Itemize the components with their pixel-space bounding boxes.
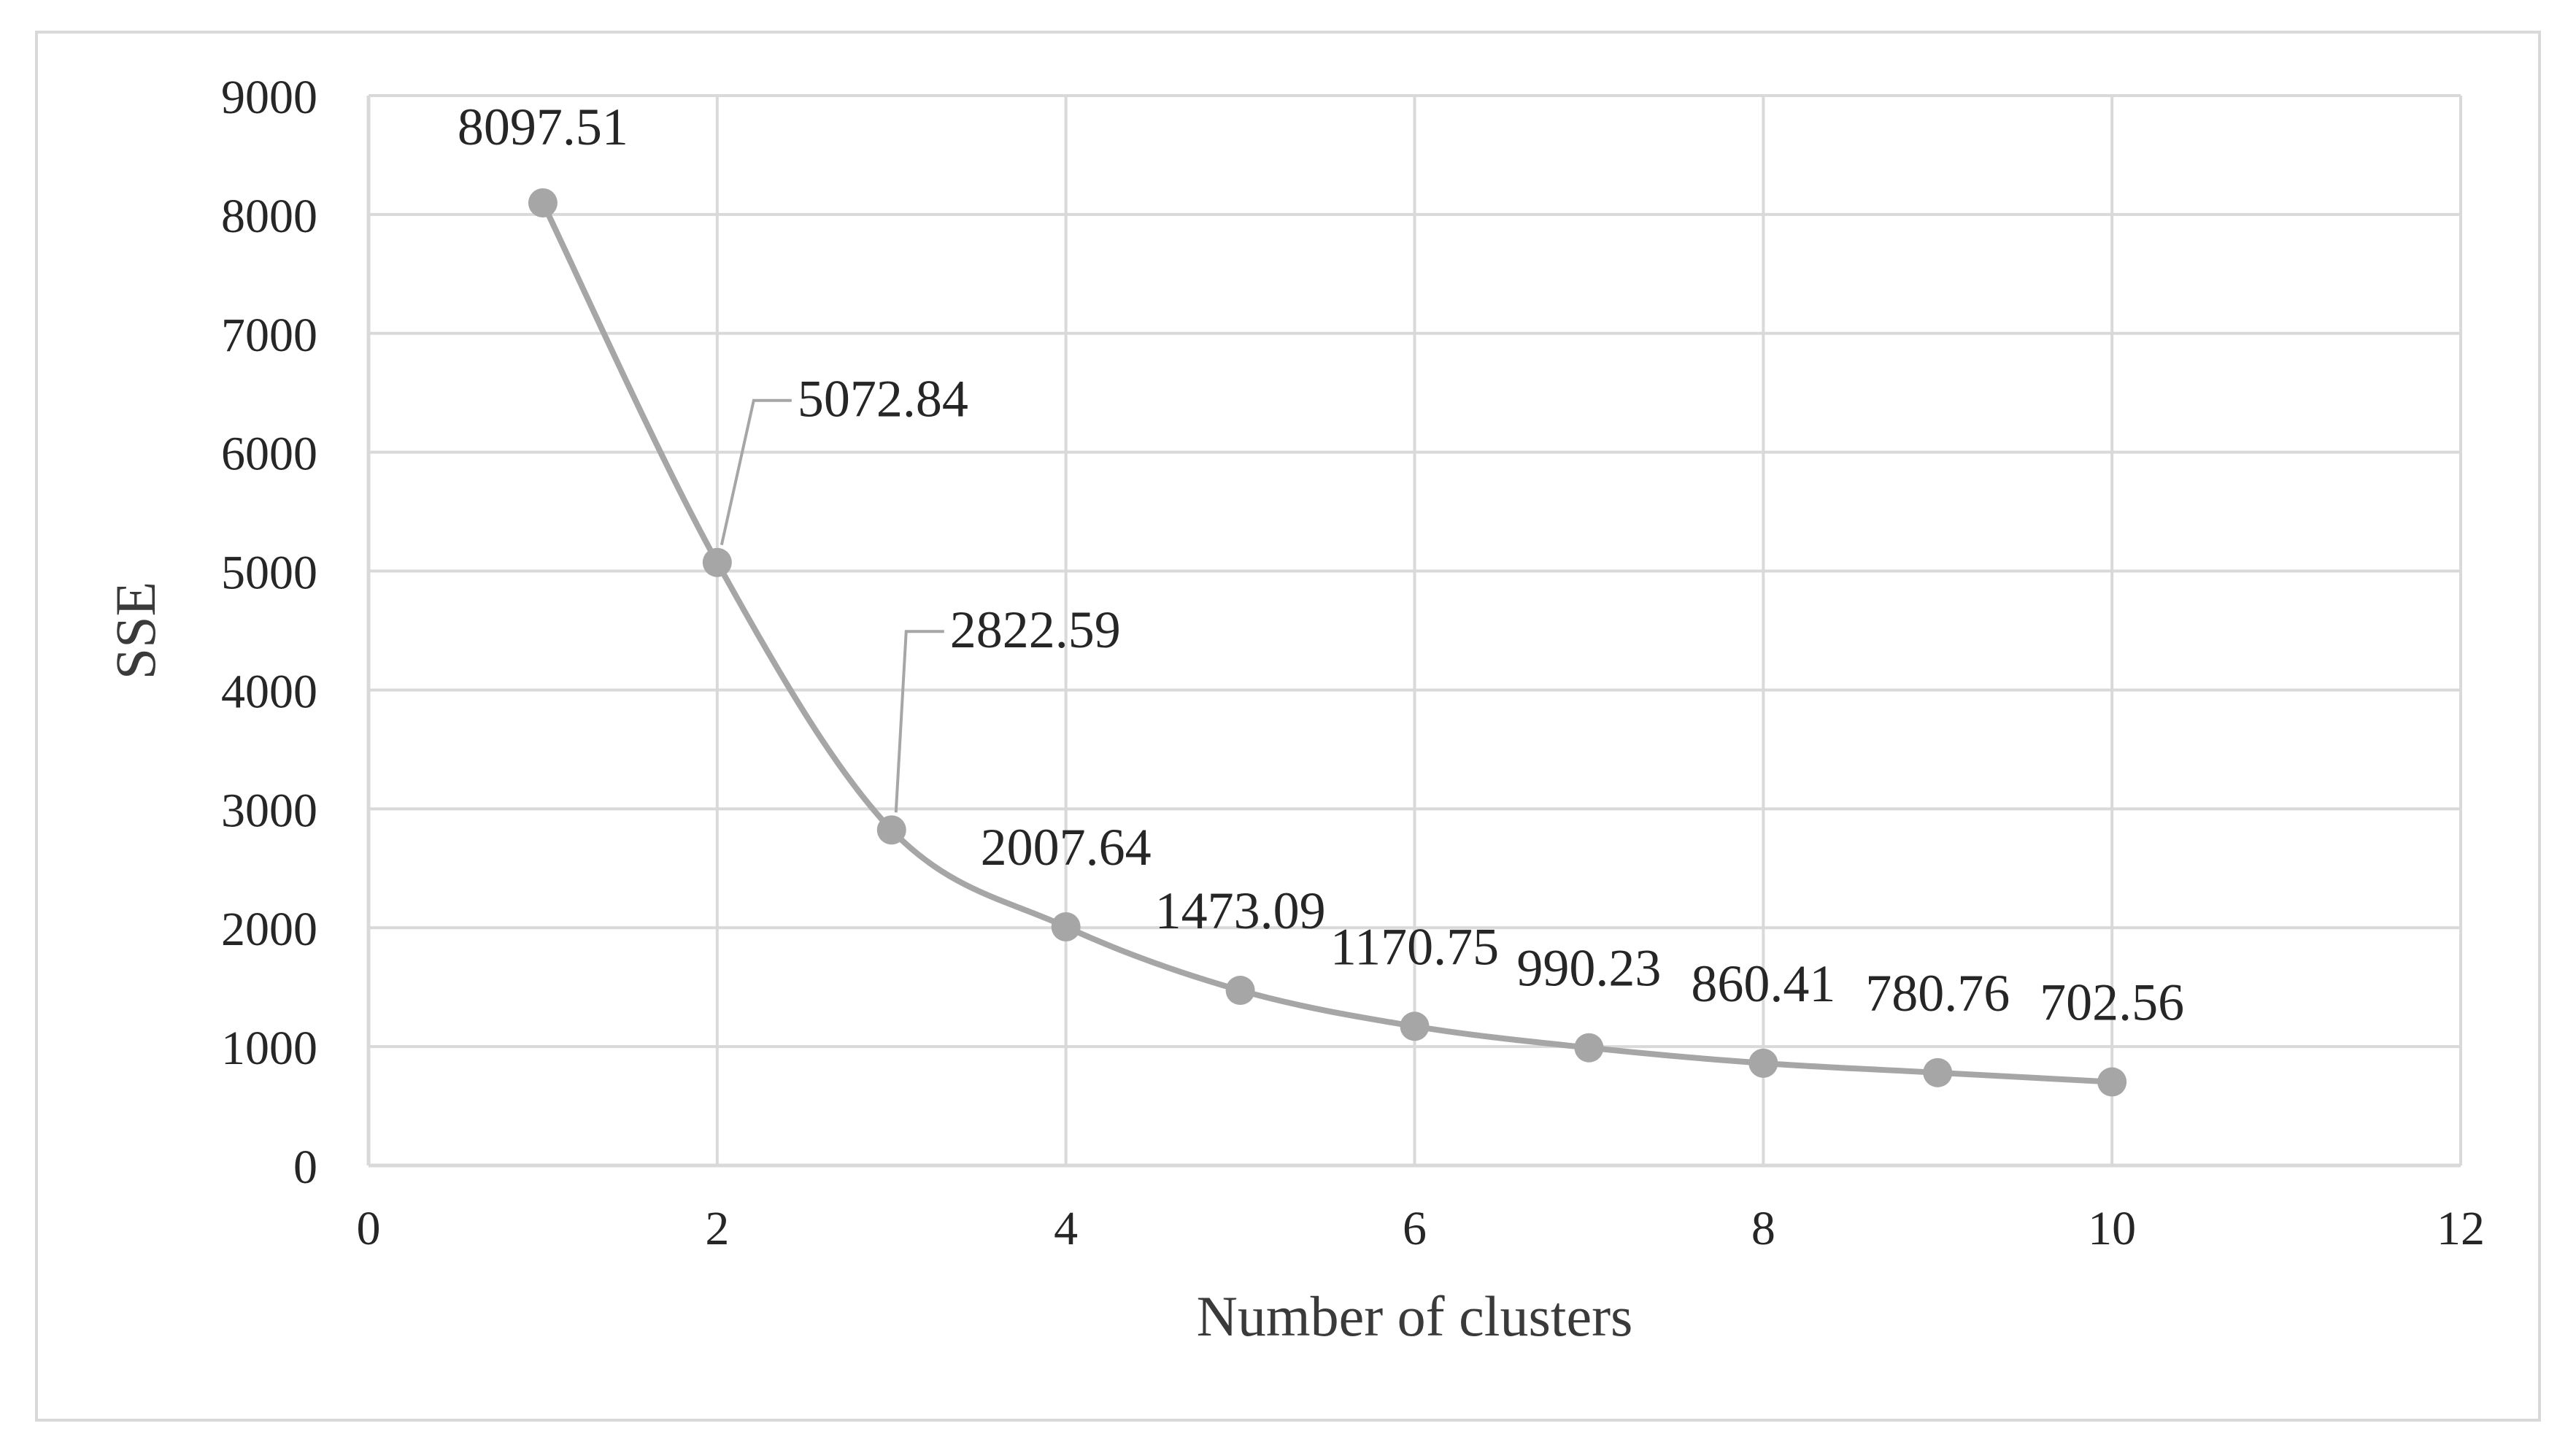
data-labels: 8097.51 5072.84 2822.59 2007.641473.091170.… — [458, 98, 2184, 1032]
chart-border — [35, 31, 2541, 1422]
data-label-leader-line — [894, 630, 944, 813]
data-label: 702.56 — [2040, 974, 2184, 1032]
data-label: 780.76 — [1865, 964, 2010, 1022]
y-tick-label: 3000 — [221, 784, 317, 837]
data-point — [528, 188, 558, 218]
x-tick-label: 8 — [1751, 1202, 1775, 1255]
data-label: 2007.64 — [981, 818, 1152, 876]
x-tick-label: 12 — [2437, 1202, 2485, 1255]
y-tick-label: 6000 — [221, 428, 317, 481]
data-label: 990.23 — [1516, 939, 1661, 998]
data-point — [1400, 1011, 1430, 1041]
data-label-leader-line — [720, 398, 792, 546]
y-tick-label: 2000 — [221, 903, 317, 956]
data-point — [702, 547, 732, 577]
data-label: 1170.75 — [1330, 917, 1499, 976]
x-tick-label: 0 — [357, 1202, 381, 1255]
data-point — [1748, 1048, 1778, 1078]
y-tick-label: 0 — [293, 1141, 317, 1194]
y-tick-label: 9000 — [221, 71, 317, 124]
data-label: 2822.59 — [950, 601, 1121, 659]
data-label: 1473.09 — [1155, 882, 1326, 940]
x-tick-label: 6 — [1403, 1202, 1427, 1255]
data-point — [1574, 1033, 1604, 1063]
data-point — [2097, 1067, 2127, 1097]
y-tick-label: 4000 — [221, 665, 317, 718]
y-tick-label: 5000 — [221, 547, 317, 600]
data-point — [1225, 976, 1255, 1006]
series-layer — [528, 188, 2127, 1097]
data-label: 8097.51 — [458, 98, 628, 156]
y-tick-label: 8000 — [221, 190, 317, 243]
y-axis-title: SSE — [104, 582, 167, 679]
data-point — [1051, 912, 1081, 941]
x-tick-label: 2 — [705, 1202, 729, 1255]
axes: 0 1000 2000 3000 4000 5000 6000 7000 8000 9000 0 2 4… — [221, 71, 2485, 1255]
y-tick-label: 7000 — [221, 309, 317, 362]
data-label: 860.41 — [1691, 955, 1835, 1013]
y-tick-label: 1000 — [221, 1022, 317, 1075]
x-axis-title: Number of clusters — [1197, 1284, 1633, 1348]
data-point — [1923, 1057, 1953, 1087]
data-label: 5072.84 — [798, 370, 968, 428]
x-tick-label: 10 — [2088, 1202, 2136, 1255]
x-tick-label: 4 — [1054, 1202, 1078, 1255]
data-point — [876, 815, 906, 845]
